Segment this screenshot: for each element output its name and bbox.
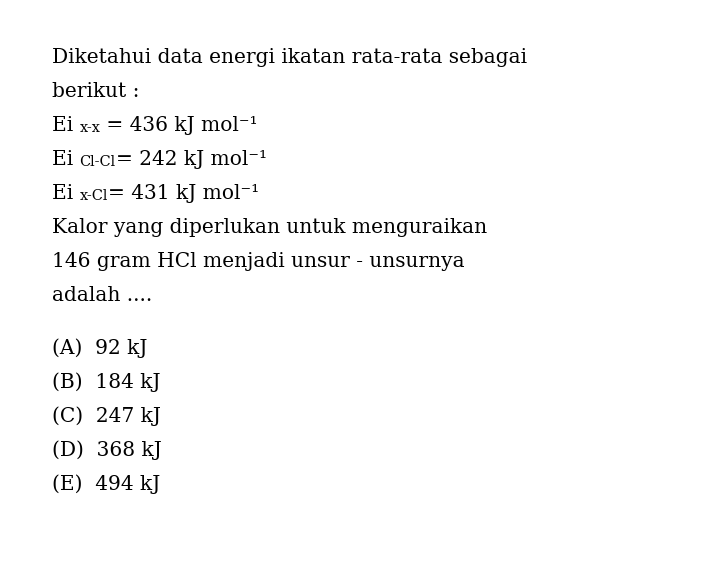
Text: (D)  368 kJ: (D) 368 kJ xyxy=(52,440,162,460)
Text: (E)  494 kJ: (E) 494 kJ xyxy=(52,474,161,494)
Text: (B)  184 kJ: (B) 184 kJ xyxy=(52,372,161,391)
Text: Ei: Ei xyxy=(52,150,80,169)
Text: 146 gram HCl menjadi unsur - unsurnya: 146 gram HCl menjadi unsur - unsurnya xyxy=(52,252,465,271)
Text: Cl-Cl: Cl-Cl xyxy=(80,155,115,169)
Text: x-x: x-x xyxy=(80,121,100,135)
Text: berikut :: berikut : xyxy=(52,82,140,101)
Text: = 242 kJ mol⁻¹: = 242 kJ mol⁻¹ xyxy=(115,150,267,169)
Text: (C)  247 kJ: (C) 247 kJ xyxy=(52,406,161,426)
Text: = 436 kJ mol⁻¹: = 436 kJ mol⁻¹ xyxy=(100,116,258,135)
Text: = 431 kJ mol⁻¹: = 431 kJ mol⁻¹ xyxy=(108,184,260,203)
Text: adalah ....: adalah .... xyxy=(52,286,152,305)
Text: Diketahui data energi ikatan rata-rata sebagai: Diketahui data energi ikatan rata-rata s… xyxy=(52,48,527,67)
Text: Ei: Ei xyxy=(52,184,80,203)
Text: x-Cl: x-Cl xyxy=(80,189,108,203)
Text: Kalor yang diperlukan untuk menguraikan: Kalor yang diperlukan untuk menguraikan xyxy=(52,218,487,237)
Text: (A)  92 kJ: (A) 92 kJ xyxy=(52,338,148,357)
Text: Ei: Ei xyxy=(52,116,80,135)
